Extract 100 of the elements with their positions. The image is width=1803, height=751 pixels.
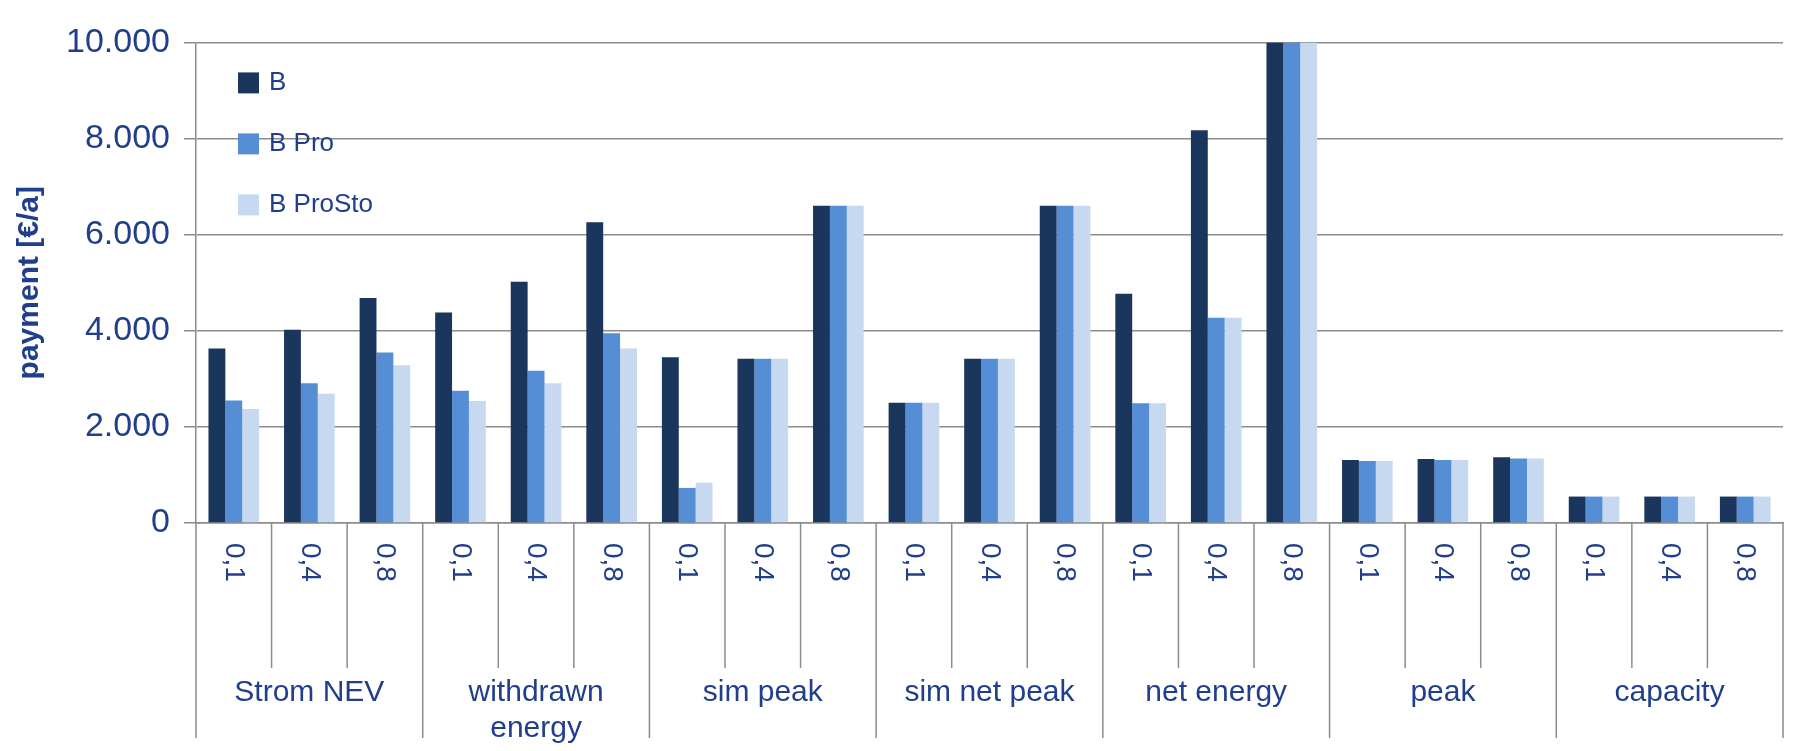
bar <box>284 329 301 523</box>
bar <box>1115 293 1133 523</box>
x-tick-label: 0,1 <box>220 543 252 582</box>
bar <box>1300 42 1318 523</box>
bar <box>468 400 486 523</box>
bar <box>1056 205 1074 523</box>
text: sim net peak <box>904 674 1076 708</box>
bar <box>208 348 226 523</box>
x-tick-label: 0,4 <box>749 543 781 582</box>
text: sim peak <box>702 674 824 708</box>
x-tick-label: 0,8 <box>1278 543 1310 582</box>
x-tick-label: 0,4 <box>522 543 554 582</box>
bar <box>813 205 830 523</box>
text: net energy <box>1145 674 1288 708</box>
bar <box>1602 496 1620 523</box>
bar <box>544 383 562 523</box>
bar <box>829 205 847 523</box>
bar <box>661 357 679 523</box>
x-tick-label: 0,8 <box>597 543 629 582</box>
bar <box>964 358 982 523</box>
y-tick-label: 8.000 <box>84 116 170 155</box>
bar <box>1207 317 1225 523</box>
bar <box>1510 458 1527 523</box>
bar <box>242 409 260 523</box>
bar <box>1434 460 1452 523</box>
x-tick-label: 0,1 <box>900 543 932 582</box>
bar <box>1736 496 1754 523</box>
bar <box>1644 496 1662 523</box>
bar <box>1719 496 1737 523</box>
y-tick-label: 0 <box>151 501 170 540</box>
bar <box>1358 461 1376 523</box>
x-tick-label: 0,1 <box>1126 543 1158 582</box>
bar <box>1283 42 1301 523</box>
bar <box>1526 458 1544 523</box>
legend-label: B Pro <box>268 126 335 157</box>
bar <box>359 298 377 523</box>
bar <box>737 358 755 523</box>
legend-label: B <box>268 65 287 96</box>
y-tick-label: 6.000 <box>84 213 170 252</box>
bar <box>1224 317 1242 523</box>
bar <box>1417 459 1435 523</box>
bar <box>888 402 906 523</box>
x-tick-label: 0,4 <box>1202 543 1234 582</box>
bar <box>393 365 411 523</box>
bar <box>922 402 940 523</box>
bar <box>620 348 637 523</box>
bar <box>678 487 696 523</box>
bar <box>1451 460 1469 523</box>
bar <box>695 482 713 523</box>
bar <box>225 400 243 523</box>
x-tick-label: 0,1 <box>1580 543 1612 582</box>
bar <box>527 370 545 523</box>
bar <box>1342 460 1359 523</box>
bar <box>603 333 621 523</box>
x-tick-label: 0,1 <box>1353 543 1385 582</box>
y-axis-title: payment [€/a] <box>11 186 45 380</box>
x-tick-label: 0,4 <box>1655 543 1687 582</box>
text: peak <box>1410 674 1477 708</box>
bar <box>317 393 335 523</box>
bar <box>997 358 1015 523</box>
x-tick-label: 0,8 <box>824 543 856 582</box>
bar <box>1585 496 1603 523</box>
bar <box>435 312 453 523</box>
legend-label: B ProSto <box>268 187 374 218</box>
x-tick-label: 0,8 <box>371 543 403 582</box>
bar <box>1568 496 1586 523</box>
bar <box>1678 496 1695 523</box>
bar <box>771 358 789 523</box>
x-tick-label: 0,8 <box>1504 543 1536 582</box>
x-tick-label: 0,4 <box>295 543 327 582</box>
bar <box>1132 403 1150 523</box>
bar <box>905 402 923 523</box>
bar <box>1039 205 1057 523</box>
bar <box>754 358 772 523</box>
bar <box>1190 130 1208 523</box>
bar <box>510 281 528 523</box>
y-tick-label: 4.000 <box>84 309 170 348</box>
text: Strom NEV <box>234 674 385 708</box>
text: capacity <box>1614 674 1725 708</box>
x-tick-label: 0,4 <box>1429 543 1461 582</box>
x-tick-label: 0,8 <box>1051 543 1083 582</box>
bar <box>1661 496 1679 523</box>
x-tick-label: 0,4 <box>975 543 1007 582</box>
bar <box>1375 461 1393 523</box>
x-tick-label: 0,8 <box>1731 543 1763 582</box>
text: withdrawn energy <box>467 674 604 744</box>
bar <box>300 383 318 523</box>
bar <box>1149 403 1166 523</box>
bar <box>376 352 394 523</box>
bar <box>1753 496 1771 523</box>
x-tick-label: 0,1 <box>673 543 705 582</box>
bar <box>586 222 604 523</box>
bar <box>452 390 469 523</box>
y-tick-label: 2.000 <box>84 405 170 444</box>
bar <box>981 358 998 523</box>
bar <box>1493 457 1511 523</box>
x-tick-label: 0,1 <box>446 543 478 582</box>
bar <box>1073 205 1091 523</box>
bar <box>846 205 864 523</box>
y-tick-label: 10.000 <box>65 20 170 59</box>
